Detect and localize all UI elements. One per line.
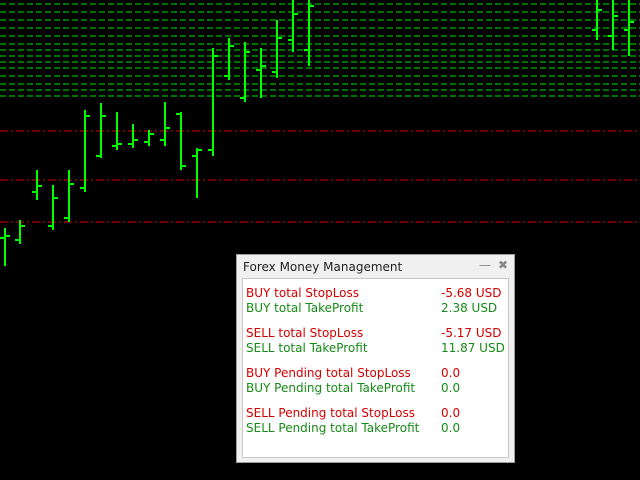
row-value: 2.38 USD bbox=[441, 301, 498, 315]
panel-body: BUY total StopLoss -5.68 USD BUY total Tak… bbox=[242, 278, 509, 458]
row-label: SELL total TakeProfit bbox=[246, 341, 368, 355]
panel-title: Forex Money Management bbox=[243, 260, 403, 274]
row-value: 0.0 bbox=[441, 406, 461, 420]
row-value: -5.68 USD bbox=[441, 286, 502, 300]
row-value: 0.0 bbox=[441, 381, 461, 395]
minimize-button[interactable]: — bbox=[479, 258, 491, 272]
row-label: BUY total StopLoss bbox=[246, 286, 360, 300]
row-value: 0.0 bbox=[441, 421, 461, 435]
row-label: SELL Pending total StopLoss bbox=[246, 406, 416, 420]
row-label: BUY Pending total StopLoss bbox=[246, 366, 411, 380]
row-label: SELL total StopLoss bbox=[246, 326, 364, 340]
money-panel: Forex Money Management — ✖ BUY total Sto… bbox=[236, 254, 515, 463]
close-button[interactable]: ✖ bbox=[498, 258, 509, 272]
row-value: 0.0 bbox=[441, 366, 461, 380]
row-value: 11.87 USD bbox=[441, 341, 505, 355]
row-label: BUY Pending total TakeProfit bbox=[246, 381, 416, 395]
row-label: BUY total TakeProfit bbox=[246, 301, 364, 315]
row-label: SELL Pending total TakeProfit bbox=[246, 421, 420, 435]
row-value: -5.17 USD bbox=[441, 326, 502, 340]
